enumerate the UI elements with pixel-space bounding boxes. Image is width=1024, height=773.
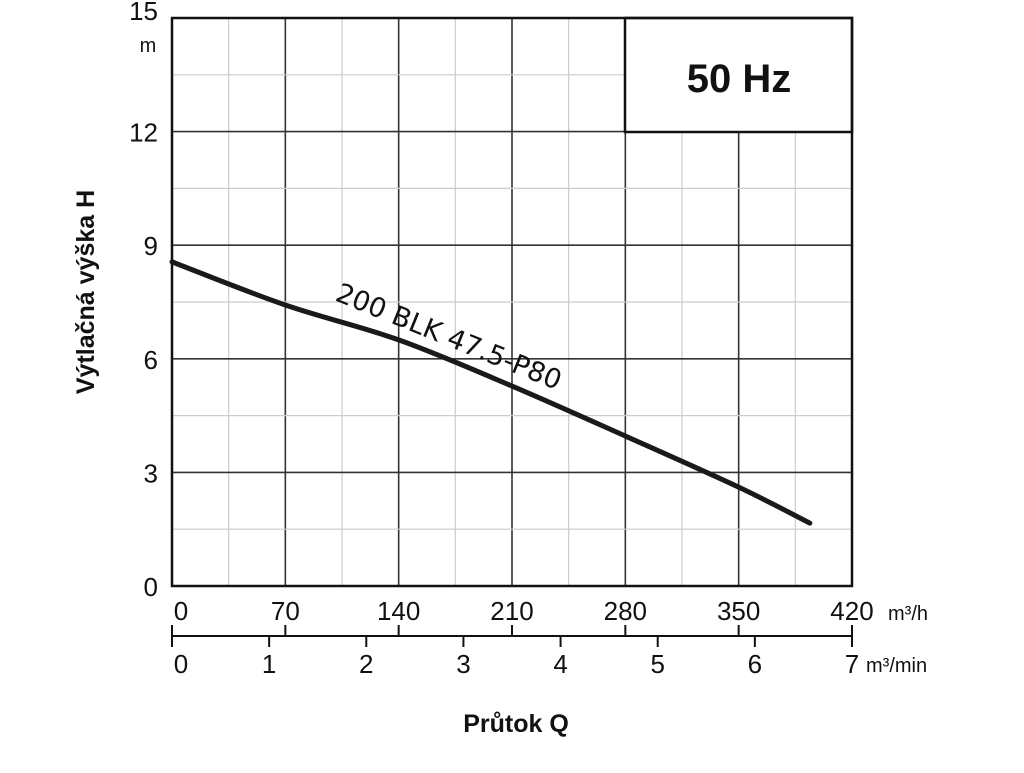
y-tick-labels: 0 3 6 9 12 15 xyxy=(129,0,158,602)
y-tick-label: 6 xyxy=(144,345,158,375)
y-tick-label: 0 xyxy=(144,572,158,602)
x-tick-label-secondary: 5 xyxy=(650,649,664,679)
x-axis-title: Průtok Q xyxy=(463,710,569,738)
frequency-box: 50 Hz xyxy=(623,16,854,134)
x-tick-label-primary: 140 xyxy=(377,596,420,626)
y-tick-label: 15 xyxy=(129,0,158,26)
y-tick-label: 3 xyxy=(144,458,158,488)
frequency-label: 50 Hz xyxy=(687,57,792,101)
x-unit-primary: m³/h xyxy=(888,603,928,625)
x-tick-label-primary: 420 xyxy=(830,596,873,626)
x-tick-label-primary: 0 xyxy=(174,596,188,626)
x-tick-label-secondary: 3 xyxy=(456,649,470,679)
x-tick-label-primary: 210 xyxy=(490,596,533,626)
x-tick-label-primary: 70 xyxy=(271,596,300,626)
x-tick-label-secondary: 0 xyxy=(174,649,188,679)
x-tick-label-secondary: 1 xyxy=(262,649,276,679)
series-label: 200 BLK 47.5-P80 xyxy=(331,278,566,397)
y-unit: m xyxy=(140,35,157,57)
y-axis-title: Výtlačná výška H xyxy=(72,190,100,394)
x-tick-label-secondary: 2 xyxy=(359,649,373,679)
x-tick-label-secondary: 7 xyxy=(845,649,859,679)
x-tick-label-primary: 280 xyxy=(604,596,647,626)
x-unit-secondary: m³/min xyxy=(866,655,927,677)
x-tick-label-primary: 350 xyxy=(717,596,760,626)
x-tick-label-secondary: 4 xyxy=(553,649,567,679)
x-tick-label-secondary: 6 xyxy=(748,649,762,679)
plot-frame xyxy=(170,16,854,588)
y-tick-label: 12 xyxy=(129,118,158,148)
y-tick-label: 9 xyxy=(144,231,158,261)
series-line-200-blk xyxy=(169,259,813,526)
x-axis: 0 70 140 210 280 350 420 0 1 2 3 4 5 6 7 xyxy=(171,596,874,679)
